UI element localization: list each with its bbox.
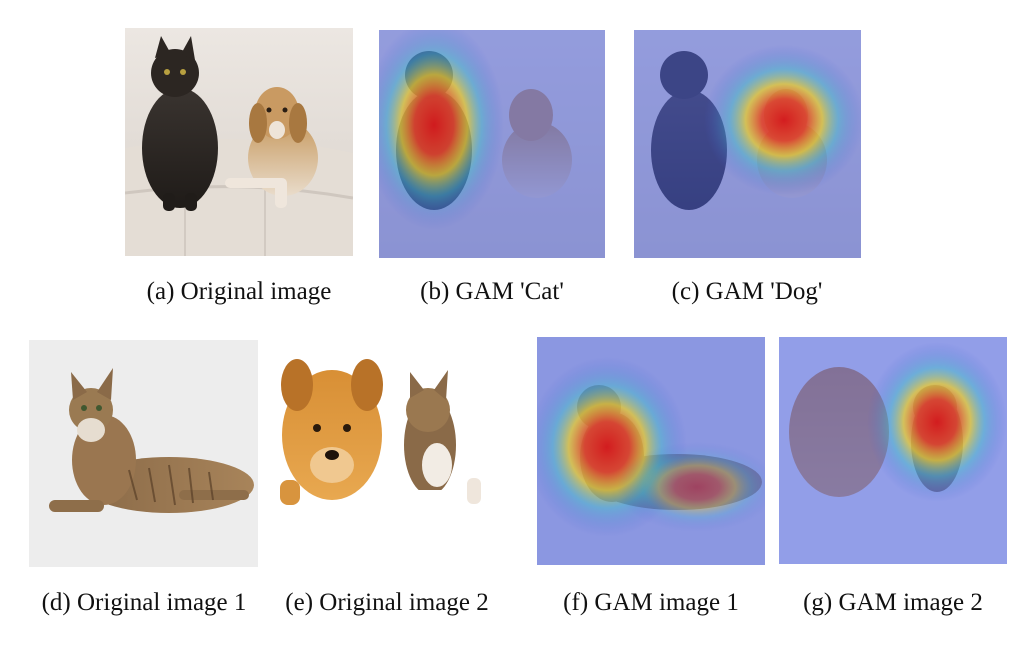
tabby-cat-photo: [29, 340, 258, 567]
dog-cat-ledge-photo: [272, 340, 501, 567]
caption-d: (d) Original image 1: [41, 589, 247, 616]
gam-cat-heatmap: [379, 30, 605, 258]
gam-dog-heatmap: [634, 30, 861, 258]
gam-tabby-heatmap: [537, 337, 765, 565]
panel-g-gam-image-2: [779, 337, 1007, 564]
panel-a-original-image: [125, 28, 353, 256]
gam-dog-cat-heatmap: [779, 337, 1007, 564]
caption-g: (g) GAM image 2: [803, 589, 983, 616]
caption-c: (c) GAM 'Dog': [671, 278, 823, 305]
panel-b-gam-cat: [379, 30, 605, 258]
caption-e: (e) Original image 2: [285, 589, 489, 616]
panel-f-gam-image-1: [537, 337, 765, 565]
caption-b: (b) GAM 'Cat': [420, 278, 564, 305]
cat-dog-sofa-photo: [125, 28, 353, 256]
panel-d-original-image-1: [29, 340, 258, 567]
caption-a: (a) Original image: [146, 278, 332, 305]
caption-f: (f) GAM image 1: [563, 589, 739, 616]
panel-e-original-image-2: [272, 340, 501, 567]
panel-c-gam-dog: [634, 30, 861, 258]
